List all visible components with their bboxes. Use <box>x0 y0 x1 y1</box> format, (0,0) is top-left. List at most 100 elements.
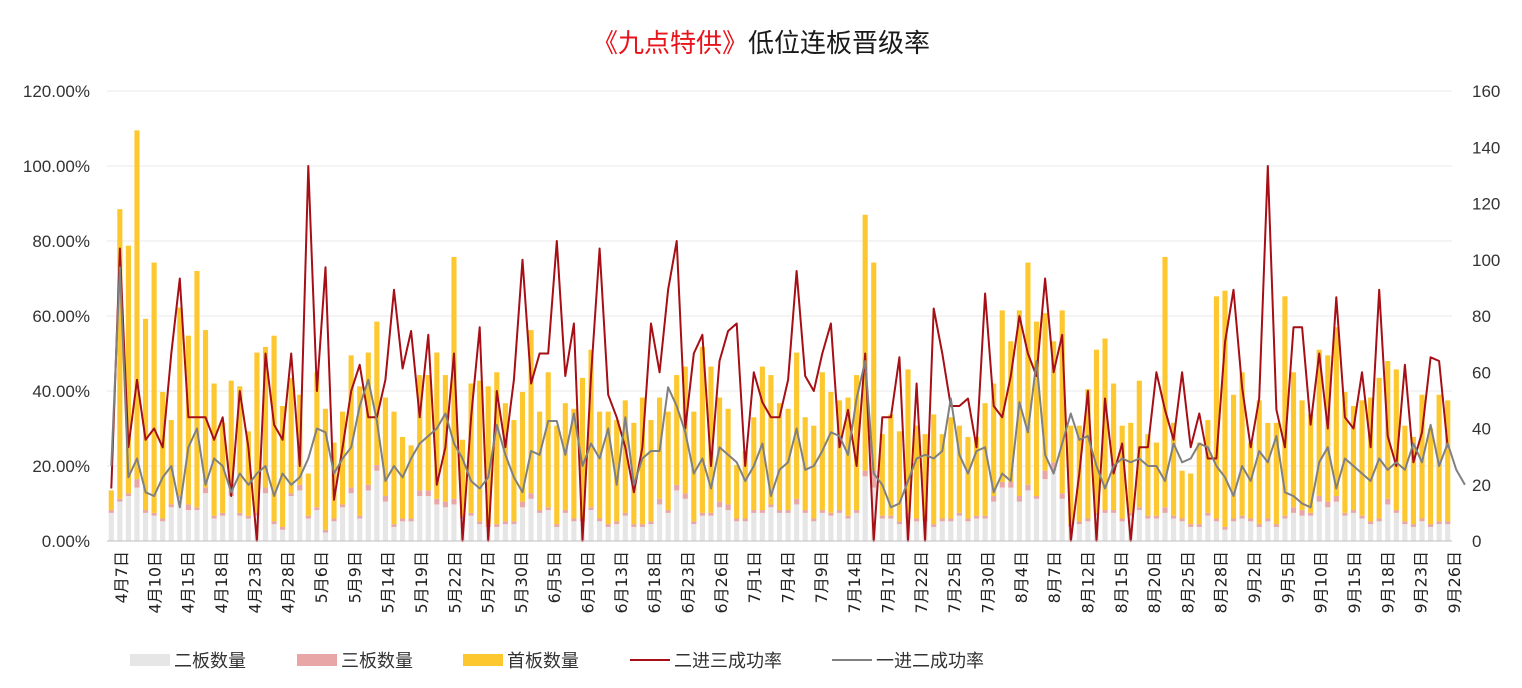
x-tick-label: 7月9日 <box>812 551 831 603</box>
bar-1-66 <box>674 484 680 491</box>
bar-2-147 <box>1368 397 1374 522</box>
bar-1-140 <box>1308 512 1314 516</box>
legend-label-1: 三板数量 <box>341 651 413 672</box>
bar-2-65 <box>665 411 671 511</box>
bar-1-31 <box>374 465 380 471</box>
bar-1-145 <box>1350 510 1357 513</box>
bar-1-58 <box>605 524 611 527</box>
bar-2-112 <box>1068 425 1074 525</box>
legend-swatch-1 <box>297 654 337 666</box>
x-tick-label: 8月20日 <box>1145 551 1164 614</box>
bar-0-109 <box>1042 479 1048 541</box>
bar-1-3 <box>134 479 140 488</box>
bar-2-49 <box>528 330 534 494</box>
bar-2-8 <box>177 307 183 496</box>
bar-0-86 <box>845 518 851 541</box>
bar-0-88 <box>862 476 868 541</box>
bar-1-61 <box>631 524 637 527</box>
bar-2-16 <box>245 431 251 516</box>
bar-2-74 <box>742 451 748 519</box>
x-tick-label: 5月22日 <box>445 551 464 614</box>
bar-2-76 <box>759 366 765 511</box>
bar-2-28 <box>348 355 354 488</box>
x-tick-label: 6月10日 <box>579 551 598 614</box>
bar-2-119 <box>1128 422 1134 513</box>
bar-0-105 <box>1008 487 1014 541</box>
bar-0-137 <box>1282 518 1288 541</box>
bar-2-63 <box>648 420 654 522</box>
bar-1-96 <box>931 524 937 527</box>
bar-1-150 <box>1393 510 1399 513</box>
bar-0-140 <box>1308 515 1314 541</box>
bar-0-14 <box>228 496 234 541</box>
bar-0-21 <box>288 496 294 541</box>
bar-0-79 <box>785 512 791 541</box>
bar-0-147 <box>1368 524 1374 541</box>
bar-0-97 <box>939 521 945 541</box>
bar-1-74 <box>742 518 748 522</box>
bar-0-6 <box>160 521 166 541</box>
bar-0-82 <box>811 521 817 541</box>
bar-0-38 <box>434 504 440 541</box>
x-tick-label: 7月22日 <box>912 551 931 614</box>
bar-1-98 <box>948 518 954 522</box>
bar-2-101 <box>973 436 980 516</box>
bar-0-39 <box>442 507 448 541</box>
bar-1-139 <box>1299 510 1305 516</box>
bar-2-41 <box>459 439 466 516</box>
x-tick-label: 8月12日 <box>1078 551 1097 614</box>
bar-0-117 <box>1111 512 1117 541</box>
chart-title-part-0: 《九点特供》 <box>592 29 748 59</box>
bar-0-85 <box>836 512 843 541</box>
bar-1-29 <box>357 515 363 519</box>
bar-1-56 <box>588 507 594 511</box>
bar-1-6 <box>160 518 166 522</box>
bar-1-10 <box>194 507 200 511</box>
grid-lines <box>107 90 1452 467</box>
bar-1-117 <box>1111 510 1117 513</box>
bar-0-120 <box>1136 510 1142 541</box>
bar-0-87 <box>854 512 860 541</box>
bar-0-75 <box>751 512 757 541</box>
bar-0-67 <box>682 498 688 541</box>
bar-1-149 <box>1385 498 1391 505</box>
x-tick-label: 7月25日 <box>945 551 964 614</box>
bar-1-126 <box>1188 524 1194 527</box>
bar-0-42 <box>468 515 474 541</box>
bar-2-44 <box>485 386 491 525</box>
bar-0-48 <box>519 507 526 541</box>
bar-0-23 <box>305 518 311 541</box>
bar-1-124 <box>1171 515 1177 519</box>
bar-2-19 <box>271 335 277 522</box>
x-tick-label: 4月18日 <box>212 551 231 614</box>
bar-2-10 <box>194 271 200 508</box>
bar-0-51 <box>545 510 551 541</box>
bar-2-23 <box>305 473 311 516</box>
bar-0-104 <box>999 487 1005 541</box>
bar-2-135 <box>1265 422 1271 519</box>
bar-0-146 <box>1359 518 1365 541</box>
bar-0-127 <box>1196 526 1202 541</box>
bar-2-29 <box>357 386 363 516</box>
bar-1-32 <box>382 496 388 502</box>
bar-2-146 <box>1359 400 1365 516</box>
bar-0-52 <box>554 526 560 541</box>
bar-0-149 <box>1385 504 1391 541</box>
bar-0-3 <box>134 487 140 541</box>
bar-1-101 <box>973 515 980 519</box>
bar-0-15 <box>237 515 243 541</box>
bar-0-64 <box>656 504 663 541</box>
bar-1-46 <box>502 521 508 525</box>
bar-0-136 <box>1273 526 1279 541</box>
bar-2-138 <box>1290 372 1297 508</box>
bar-2-1 <box>117 209 123 499</box>
bar-0-69 <box>699 515 705 541</box>
y-left-tick-label: 80.00% <box>32 232 90 251</box>
bar-1-28 <box>348 487 354 494</box>
bar-1-57 <box>597 518 603 522</box>
bar-1-90 <box>879 515 885 519</box>
x-tick-label: 6月18日 <box>645 551 664 614</box>
x-tick-label: 5月19日 <box>412 551 431 614</box>
x-tick-label: 9月10日 <box>1312 551 1331 614</box>
bar-2-80 <box>794 352 800 499</box>
